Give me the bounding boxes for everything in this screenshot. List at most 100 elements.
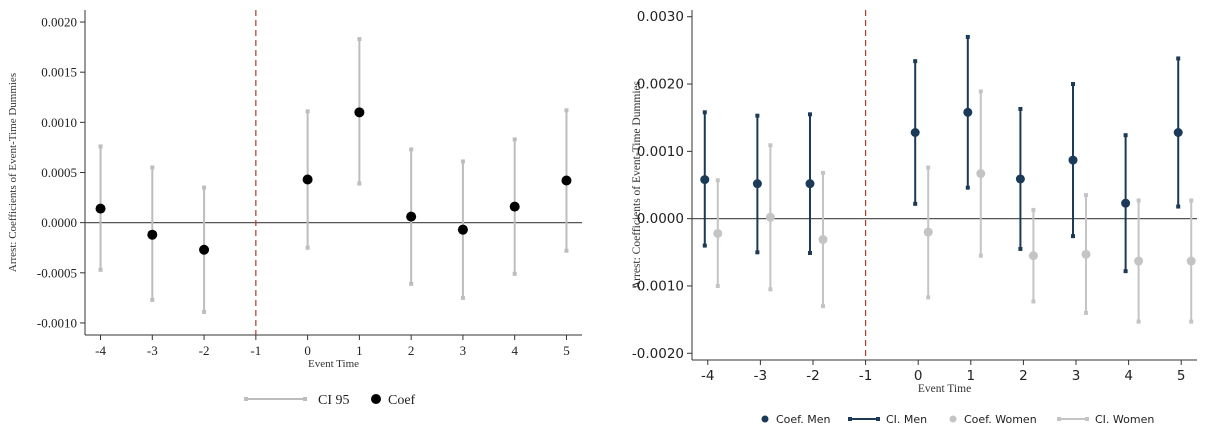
x-tick-label: 3 <box>1072 368 1081 384</box>
x-tick-label: -4 <box>701 368 714 384</box>
legend-ci95-cap <box>303 397 307 401</box>
coef-point-coef <box>147 229 158 240</box>
chart-right: -0.0020 -0.0010 0.0000 0.0010 0.0020 0.0030 -4… <box>631 9 1197 426</box>
ci-cap-men <box>1123 133 1128 138</box>
coef-point-coef <box>457 224 468 235</box>
ci-cap-coef <box>512 271 517 276</box>
y-tick-label: -0.0010 <box>632 278 684 294</box>
coef-point-women <box>713 228 723 238</box>
coef-point-men <box>1121 198 1131 208</box>
ci-cap-coef <box>409 281 414 286</box>
ci-cap-coef <box>98 267 103 272</box>
coef-point-coef <box>509 201 520 212</box>
y-tick-label: 0.0020 <box>41 15 77 30</box>
y-tick-label: 0.0020 <box>637 77 684 93</box>
y-tick-label: 0.0000 <box>637 211 684 227</box>
ci-cap-men <box>1123 269 1128 274</box>
ci-cap-women <box>978 89 983 94</box>
legend-coef-label: Coef <box>388 393 416 408</box>
ci-cap-coef <box>202 309 207 314</box>
x-tick-label: 5 <box>563 343 570 358</box>
ci-cap-men <box>1071 234 1076 239</box>
ci-cap-men <box>965 34 970 39</box>
y-tick-label: 0.0010 <box>41 115 77 130</box>
ci-cap-women <box>768 287 773 292</box>
legend-ci-men-cap <box>848 417 852 421</box>
ci-cap-women <box>926 295 931 300</box>
ci-cap-coef <box>150 297 155 302</box>
ci-cap-men <box>1176 204 1181 209</box>
ci-cap-men <box>755 113 760 118</box>
ci-cap-women <box>1189 319 1194 324</box>
y-tick-label: 0.0000 <box>41 215 77 230</box>
legend-ci-men-label: CI. Men <box>886 413 927 426</box>
x-tick-label: -1 <box>859 368 872 384</box>
coef-point-men <box>1015 174 1025 184</box>
ci-cap-men <box>702 243 707 248</box>
ci-cap-women <box>1136 319 1141 324</box>
x-tick-label: 0 <box>914 368 923 384</box>
x-tick-label: 0 <box>304 343 311 358</box>
x-tick-label: -1 <box>250 343 261 358</box>
x-tick-label: 1 <box>967 368 976 384</box>
ci-cap-coef <box>460 159 465 164</box>
y-tick-label: -0.0010 <box>37 315 77 330</box>
legend-ci-women-cap <box>1085 417 1089 421</box>
legend-coef-men-marker <box>761 415 769 423</box>
x-axis-title: Event Time <box>918 383 971 395</box>
y-tick-label: 0.0010 <box>637 144 684 160</box>
coef-point-women <box>1081 249 1091 259</box>
coef-point-coef <box>406 211 417 222</box>
x-tick-label: 2 <box>408 343 415 358</box>
ci-cap-women <box>1136 198 1141 203</box>
legend-ci95-cap <box>244 397 248 401</box>
ci-cap-women <box>820 170 825 175</box>
ci-cap-coef <box>357 37 362 42</box>
ci-cap-men <box>1071 82 1076 87</box>
x-tick-label: -3 <box>147 343 158 358</box>
ci-cap-men <box>807 250 812 255</box>
legend-ci-women-label: CI. Women <box>1095 413 1154 426</box>
ci-cap-men <box>807 112 812 117</box>
chart-left: -0.0010 -0.0005 0.0000 0.0005 0.0010 0.0015 0.… <box>7 10 582 408</box>
ci-cap-men <box>1018 246 1023 251</box>
coef-point-women <box>818 235 828 245</box>
ci-cap-women <box>1084 193 1089 198</box>
legend-ci-women-cap <box>1057 417 1061 421</box>
x-tick-label: -2 <box>199 343 210 358</box>
coef-point-women <box>1028 251 1038 261</box>
y-tick-label: 0.0015 <box>41 65 77 80</box>
coef-point-coef <box>302 174 313 185</box>
x-tick-label: 1 <box>356 343 363 358</box>
ci-cap-men <box>702 110 707 115</box>
x-axis-title: Event Time <box>308 358 359 370</box>
ci-cap-women <box>715 178 720 183</box>
ci-cap-coef <box>305 109 310 114</box>
ci-cap-women <box>768 143 773 148</box>
legend-coef-marker <box>371 394 381 404</box>
x-tick-label: 4 <box>511 343 518 358</box>
x-tick-label: -4 <box>95 343 106 358</box>
x-tick-label: -3 <box>754 368 767 384</box>
coef-point-men <box>1068 155 1078 165</box>
ci-cap-coef <box>357 181 362 186</box>
ci-cap-women <box>978 253 983 258</box>
ci-cap-men <box>913 59 918 64</box>
coef-point-men <box>700 175 710 185</box>
coef-point-men <box>805 179 815 189</box>
ci-cap-women <box>1189 198 1194 203</box>
ci-cap-men <box>1018 106 1023 111</box>
ci-cap-coef <box>512 137 517 142</box>
legend-ci-men-cap <box>876 417 880 421</box>
y-tick-label: 0.0030 <box>637 9 684 25</box>
ci-cap-women <box>715 283 720 288</box>
coef-point-coef <box>561 175 572 186</box>
x-tick-label: 4 <box>1124 368 1133 384</box>
y-tick-label: -0.0020 <box>632 346 684 362</box>
x-tick-label: 5 <box>1177 368 1186 384</box>
ci-cap-women <box>1031 207 1036 212</box>
ci-cap-women <box>926 165 931 170</box>
coef-point-coef <box>354 107 365 118</box>
legend-coef-women-marker <box>949 415 957 423</box>
coef-point-men <box>1173 128 1183 137</box>
